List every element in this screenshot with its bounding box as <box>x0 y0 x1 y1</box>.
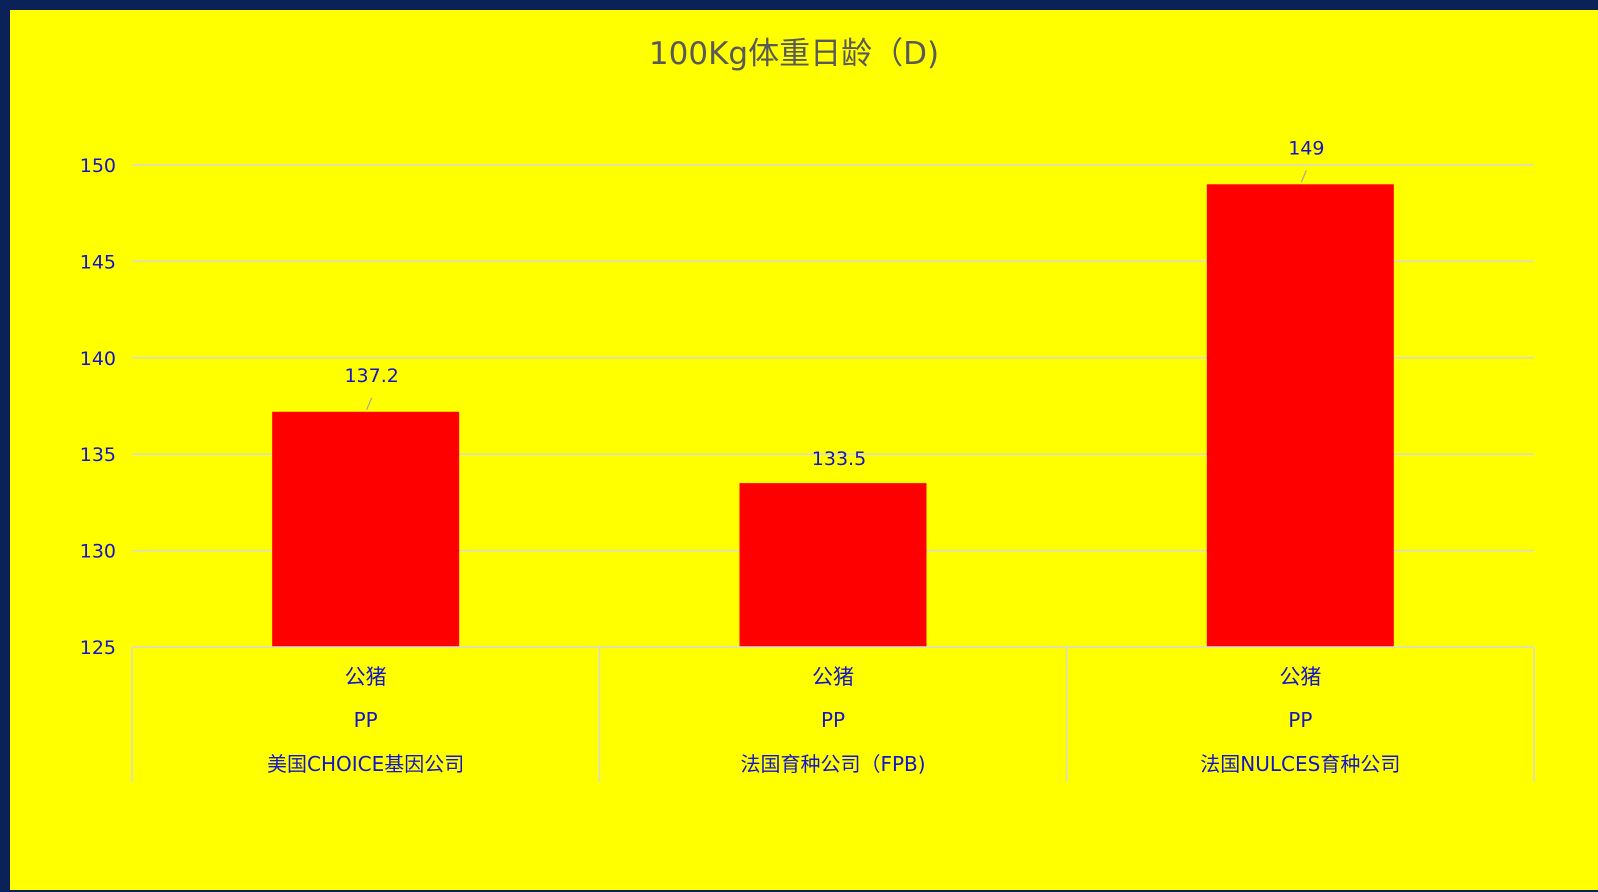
data-label-leader <box>366 397 373 411</box>
y-tick-label: 130 <box>80 541 116 563</box>
y-tick-label: 125 <box>80 637 116 659</box>
category-label-level3: 法国NULCES育种公司 <box>1200 752 1400 776</box>
y-tick-label: 145 <box>80 251 116 273</box>
category-label-level2: PP <box>1288 708 1312 732</box>
category-label-level1: 公猪 <box>345 665 387 689</box>
bars <box>272 184 1394 647</box>
category-axis: 公猪PP美国CHOICE基因公司公猪PP法国育种公司（FPB)公猪PP法国NUL… <box>131 646 1535 782</box>
category-label-level3: 法国育种公司（FPB) <box>740 752 925 776</box>
category-label-level2: PP <box>821 708 845 732</box>
bar-chart: 100Kg体重日龄（D) 125 130 135 140 145 150 137.2 133… <box>80 36 1535 782</box>
category-label-level1: 公猪 <box>1279 665 1321 689</box>
bar <box>1206 184 1394 647</box>
bar <box>739 483 927 647</box>
category-label-level2: PP <box>354 708 378 732</box>
category-label-level1: 公猪 <box>812 665 854 689</box>
y-tick-label: 135 <box>80 444 116 466</box>
data-label-leader <box>1300 170 1307 183</box>
data-label: 133.5 <box>812 448 866 470</box>
data-label: 149 <box>1288 137 1324 159</box>
bar <box>272 411 460 647</box>
chart-area: 100Kg体重日龄（D) 125 130 135 140 145 150 137.2 133… <box>10 10 1598 890</box>
y-tick-label: 140 <box>80 348 116 370</box>
data-labels: 137.2 133.5 149 <box>344 137 1324 470</box>
category-label-level3: 美国CHOICE基因公司 <box>267 752 464 776</box>
y-tick-label: 150 <box>80 155 116 177</box>
data-label: 137.2 <box>344 365 398 387</box>
chart-title: 100Kg体重日龄（D) <box>649 36 939 72</box>
